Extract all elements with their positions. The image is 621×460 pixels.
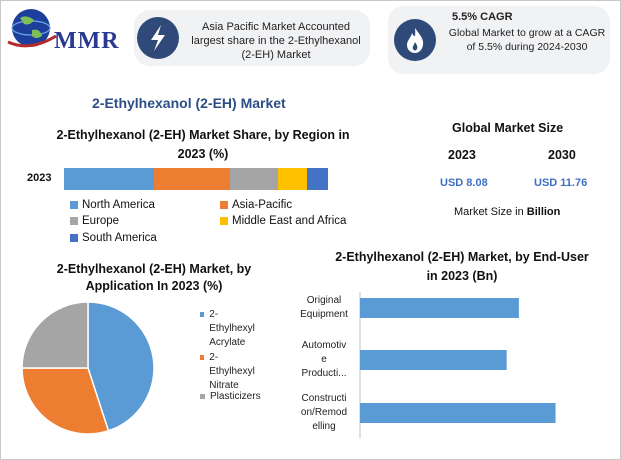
region-bar-segment-north-america: [64, 168, 154, 190]
market-size-year-2030: 2030: [548, 148, 576, 162]
legend-swatch: [220, 217, 228, 225]
cagr-title: 5.5% CAGR: [452, 11, 513, 23]
legend-label: 2-Ethylhexyl Acrylate: [209, 309, 255, 348]
cagr-highlight-card: 5.5% CAGR Global Market to grow at a CAG…: [388, 6, 610, 74]
pie-slice--ethylhexyl-acrylate: [87, 301, 155, 432]
market-size-unit-note: Market Size in Billion: [454, 206, 560, 218]
cagr-text: Global Market to grow at a CAGR of 5.5% …: [448, 27, 606, 53]
legend-swatch: [200, 355, 205, 360]
region-legend-item: Middle East and Africa: [220, 215, 346, 227]
asia-pacific-highlight-card: Asia Pacific Market Accounted largest sh…: [134, 10, 370, 66]
market-size-value-2023: USD 8.08: [440, 177, 488, 189]
end-user-bar-0: [360, 298, 519, 318]
end-user-category-label: Constructi on/Remod elling: [300, 393, 348, 432]
market-size-year-2023: 2023: [448, 148, 476, 162]
legend-label: Asia-Pacific: [232, 199, 293, 211]
region-legend-item: South America: [70, 232, 157, 244]
region-legend-item: Europe: [70, 215, 119, 227]
end-user-chart-title: 2-Ethylhexanol (2-EH) Market, by End-Use…: [335, 250, 589, 283]
region-bar-segment-europe: [230, 168, 278, 190]
application-chart-title: 2-Ethylhexanol (2-EH) Market, by Applica…: [56, 262, 252, 293]
global-market-size-title: Global Market Size: [452, 121, 564, 135]
legend-label: Middle East and Africa: [232, 215, 347, 227]
unit-note-prefix: Market Size in: [454, 206, 524, 218]
application-pie-chart: [21, 301, 155, 435]
region-legend-item: North America: [70, 199, 155, 211]
end-user-category-label: Original Equipment: [300, 295, 348, 320]
legend-label: North America: [82, 199, 155, 211]
application-legend-item: 2-Ethylhexyl Nitrate: [200, 351, 256, 393]
region-legend-item: Asia-Pacific: [220, 199, 292, 211]
region-chart-year-label: 2023: [27, 172, 52, 184]
application-legend-item: 2-Ethylhexyl Acrylate: [200, 308, 256, 350]
application-legend-item: Plasticizers: [200, 390, 261, 404]
region-bar-segment-asia-pacific: [153, 168, 231, 190]
flame-icon: [394, 19, 436, 61]
end-user-category-label: Automotiv e Producti...: [301, 340, 347, 379]
mmr-logo: MMR: [6, 6, 126, 56]
legend-label: Europe: [82, 215, 120, 227]
legend-label: South America: [82, 232, 157, 244]
main-title: 2-Ethylhexanol (2-EH) Market: [92, 95, 286, 111]
pie-slice--ethylhexyl-nitrate: [21, 367, 110, 435]
legend-swatch: [70, 234, 78, 242]
legend-swatch: [70, 217, 78, 225]
asia-pacific-highlight-text: Asia Pacific Market Accounted largest sh…: [191, 21, 361, 61]
globe-icon: [7, 9, 57, 48]
legend-swatch: [200, 312, 205, 317]
pie-slice-plasticizers: [21, 301, 89, 369]
legend-swatch: [200, 394, 205, 399]
region-bar-segment-south-america: [306, 168, 328, 190]
legend-swatch: [220, 201, 228, 209]
market-size-value-2030: USD 11.76: [534, 177, 588, 189]
end-user-bars-svg: [359, 292, 556, 438]
legend-label: 2-Ethylhexyl Nitrate: [209, 352, 255, 391]
end-user-bar-1: [360, 350, 507, 370]
legend-swatch: [70, 201, 78, 209]
end-user-bar-chart: Original Equipment Automotiv e Producti... Co…: [290, 290, 590, 440]
unit-note-unit: Billion: [526, 206, 561, 218]
end-user-bar-2: [360, 403, 556, 423]
region-chart-title: 2-Ethylhexanol (2-EH) Market Share, by R…: [56, 128, 350, 161]
legend-label: Plasticizers: [210, 391, 261, 402]
lightning-bolt-icon: [137, 17, 179, 59]
region-stacked-bar: [64, 168, 328, 190]
logo-text: MMR: [54, 28, 120, 54]
region-bar-segment-middle-east-and-africa: [277, 168, 307, 190]
